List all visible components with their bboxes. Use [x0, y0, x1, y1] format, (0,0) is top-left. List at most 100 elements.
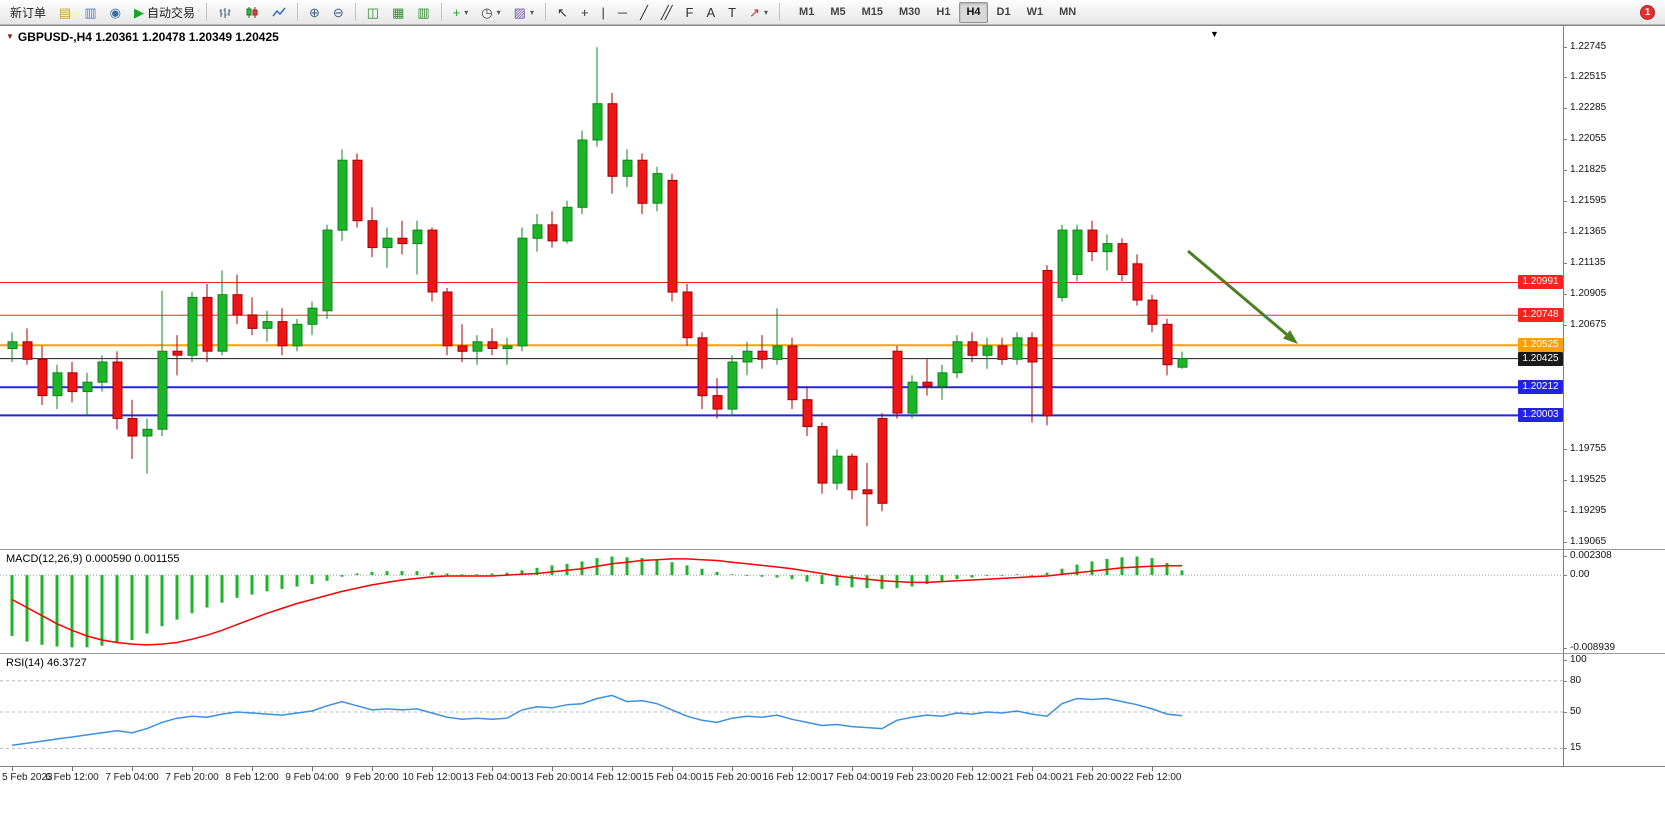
text-icon: A [706, 4, 716, 20]
time-label: 7 Feb 20:00 [165, 772, 219, 783]
time-label: 5 Feb 2023 [2, 772, 53, 783]
new-order-button[interactable]: 新订单 [4, 1, 52, 24]
timeframe-d1-button[interactable]: D1 [996, 6, 1011, 18]
fibonacci-button[interactable]: F [680, 1, 700, 24]
macd-signal-line [11, 558, 1183, 646]
time-label: 7 Feb 04:00 [105, 772, 159, 783]
cascade-windows-button[interactable]: ▦ [386, 1, 410, 24]
rsi-chart [0, 680, 1563, 749]
zoom-out-button[interactable]: ⊖ [327, 1, 350, 24]
notification-badge[interactable]: 1 [1640, 5, 1655, 20]
price-tag: 1.20991 [1518, 275, 1563, 289]
main-toolbar: 新订单 ▤ ▥ ◉ ▶ 自动交易 ⊕ ⊖ ◫ ▦ ▥ + ▾ ◷ ▾ ▨ ▾ ↖ + | ─ ╱ ╱╱ F A T ↗ ▾ M1 M5 M… [0, 0, 1665, 25]
candle-chart-button[interactable] [239, 1, 265, 24]
arrows-button[interactable]: ↗ ▾ [743, 1, 774, 24]
price-tick-label: 1.19295 [1570, 505, 1607, 516]
autotrade-button[interactable]: ▶ 自动交易 [128, 1, 201, 24]
timeframe-switcher: M1 M5 M15 M30 H1 H4 D1 W1 MN [792, 1, 1083, 23]
rsi-axis-label: 50 [1570, 706, 1582, 717]
rsi-panel-canvas[interactable]: RSI(14) 46.3727 [0, 654, 1563, 766]
template-icon: ▨ [513, 4, 526, 20]
chart-window: ▼ GBPUSD-,H4 1.20361 1.20478 1.20349 1.20… [0, 25, 1665, 787]
timeframe-m15-button[interactable]: M15 [861, 6, 884, 18]
cursor-icon: ↖ [556, 4, 568, 20]
chart-ohlc-values: 1.20361 1.20478 1.20349 1.20425 [95, 30, 279, 44]
clock-icon: ◷ [481, 4, 493, 20]
time-label: 15 Feb 20:00 [702, 772, 762, 783]
trendline-button[interactable]: ╱ [634, 1, 654, 24]
toolbar-buttons: 新订单 ▤ ▥ ◉ ▶ 自动交易 ⊕ ⊖ ◫ ▦ ▥ + ▾ ◷ ▾ ▨ ▾ ↖ + | ─ ╱ ╱╱ F A T ↗ ▾ [4, 1, 784, 24]
vertical-line-icon: | [601, 4, 605, 20]
horizontal-line-button[interactable]: ─ [612, 1, 633, 24]
tile-windows-icon: ◫ [366, 4, 380, 20]
crosshair-button[interactable]: + [575, 1, 595, 24]
market-watch-button[interactable]: ▤ [53, 1, 77, 24]
bar-chart-button[interactable] [212, 1, 238, 24]
time-label: 22 Feb 12:00 [1122, 772, 1182, 783]
panel-separator[interactable] [0, 549, 1665, 550]
time-label: 9 Feb 04:00 [285, 772, 339, 783]
timeframe-m5-button[interactable]: M5 [830, 6, 846, 18]
indicators-button[interactable]: + ▾ [447, 1, 475, 24]
label-button[interactable]: T [722, 1, 742, 24]
symbol-marker-icon: ▼ [6, 32, 14, 41]
price-tick-label: 1.21595 [1570, 195, 1607, 206]
tile-windows-button[interactable]: ◫ [361, 1, 385, 24]
arrange-windows-button[interactable]: ▥ [411, 1, 435, 24]
data-window-button[interactable]: ▥ [78, 1, 102, 24]
time-axis[interactable]: 5 Feb 2023 6 Feb 12:00 7 Feb 04:00 7 Feb 20… [0, 767, 1563, 786]
vertical-line-button[interactable]: | [595, 1, 610, 24]
time-label: 14 Feb 12:00 [582, 772, 642, 783]
rsi-axis-label: 80 [1570, 675, 1582, 686]
rsi-scale: 100 80 50 15 [1564, 654, 1665, 766]
label-icon: T [728, 4, 737, 20]
autotrade-play-icon: ▶ [133, 4, 144, 20]
data-window-icon: ▥ [84, 4, 97, 20]
price-tag: 1.20212 [1518, 380, 1563, 394]
time-label: 17 Feb 04:00 [822, 772, 882, 783]
panel-separator[interactable] [0, 653, 1665, 654]
timeframe-m30-button[interactable]: M30 [899, 6, 921, 18]
horizontal-line-icon: ─ [617, 4, 628, 20]
candles [7, 47, 1188, 527]
periods-button[interactable]: ◷ ▾ [475, 1, 506, 24]
templates-button[interactable]: ▨ ▾ [508, 1, 540, 24]
price-axis-line [1563, 26, 1564, 767]
candlestick-chart [0, 47, 1563, 527]
price-tick-label: 1.22515 [1570, 71, 1607, 82]
rsi-title: RSI(14) 46.3727 [6, 657, 87, 669]
line-chart-icon [272, 6, 286, 19]
price-scale[interactable]: 1.22745 1.22515 1.22285 1.22055 1.21825 1.215… [1518, 27, 1665, 549]
new-order-button-label: 新订单 [10, 5, 47, 20]
price-tag: 1.20748 [1518, 308, 1563, 322]
dropdown-caret-icon: ▾ [764, 7, 769, 17]
price-tick-label: 1.22285 [1570, 102, 1607, 113]
price-tag: 1.20425 [1518, 352, 1563, 366]
bar-chart-icon [218, 6, 232, 19]
timeframe-h4-button[interactable]: H4 [959, 1, 988, 23]
trend-arrow [1187, 249, 1298, 344]
cursor-button[interactable]: ↖ [551, 1, 574, 24]
chart-title: ▼ GBPUSD-,H4 1.20361 1.20478 1.20349 1.20… [6, 30, 279, 44]
zoom-in-button[interactable]: ⊕ [303, 1, 326, 24]
timeframe-h1-button[interactable]: H1 [936, 6, 951, 18]
time-label: 8 Feb 12:00 [225, 772, 279, 783]
timeframe-mn-button[interactable]: MN [1059, 6, 1077, 18]
shift-end-marker-icon[interactable]: ▼ [1210, 29, 1219, 39]
toolbar-separator [544, 3, 546, 21]
macd-panel-canvas[interactable]: MACD(12,26,9) 0.000590 0.001155 [0, 550, 1563, 653]
text-button[interactable]: A [701, 1, 722, 24]
toolbar-separator [205, 3, 207, 21]
macd-title: MACD(12,26,9) 0.000590 0.001155 [6, 553, 180, 565]
price-tick-label: 1.20675 [1570, 319, 1607, 330]
timeframe-w1-button[interactable]: W1 [1026, 6, 1044, 18]
time-label: 13 Feb 20:00 [522, 772, 582, 783]
time-label: 6 Feb 12:00 [45, 772, 99, 783]
price-tick-label: 1.21135 [1570, 257, 1606, 268]
channel-button[interactable]: ╱╱ [655, 1, 679, 24]
line-chart-button[interactable] [266, 1, 292, 24]
price-tick-label: 1.19065 [1570, 536, 1607, 547]
navigator-button[interactable]: ◉ [104, 1, 127, 24]
timeframe-m1-button[interactable]: M1 [799, 6, 815, 18]
main-chart-canvas[interactable]: ▼ GBPUSD-,H4 1.20361 1.20478 1.20349 1.20… [0, 27, 1563, 549]
